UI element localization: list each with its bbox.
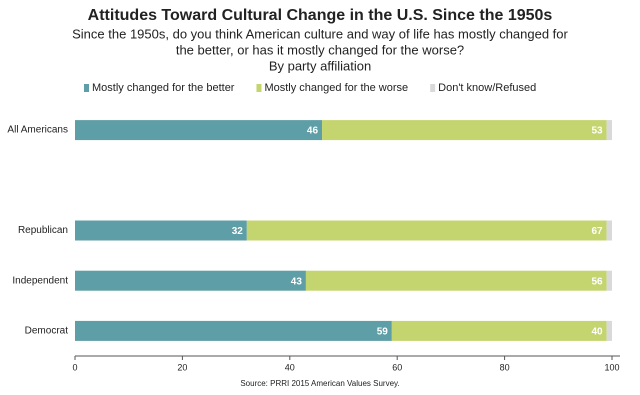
x-tick-label: 40 — [285, 362, 295, 372]
bar-segment — [606, 220, 612, 241]
x-tick-label: 20 — [177, 362, 187, 372]
x-tick-label: 100 — [604, 362, 619, 372]
bar-segment — [391, 320, 607, 341]
x-tick-label: 60 — [392, 362, 402, 372]
data-label: 59 — [377, 327, 389, 338]
bar-segment — [75, 270, 306, 291]
bar-segment — [606, 120, 612, 141]
data-label: 53 — [592, 126, 604, 137]
bar-segment — [606, 270, 612, 291]
bar-segment — [322, 120, 607, 141]
data-label: 32 — [232, 226, 244, 237]
data-label: 46 — [307, 126, 319, 137]
legend-label: Mostly changed for the better — [92, 82, 235, 94]
legend-swatch — [84, 84, 89, 92]
bar-segment — [246, 220, 607, 241]
chart-title: Attitudes Toward Cultural Change in the … — [88, 7, 553, 24]
bar-segment — [75, 220, 247, 241]
bar-segment — [606, 320, 612, 341]
data-label: 56 — [592, 276, 604, 287]
data-label: 40 — [592, 327, 604, 338]
data-label: 43 — [291, 276, 303, 287]
bar-segment — [75, 320, 392, 341]
subtitle: the better, or has it mostly changed for… — [176, 42, 464, 57]
source: Source: PRRI 2015 American Values Survey… — [240, 379, 399, 388]
subtitle: By party affiliation — [269, 58, 371, 73]
y-tick-label: Independent — [12, 275, 68, 286]
subtitle: Since the 1950s, do you think American c… — [72, 26, 568, 41]
y-tick-label: All Americans — [7, 125, 68, 136]
legend-label: Mostly changed for the worse — [264, 82, 408, 94]
bar-segment — [75, 120, 323, 141]
bar-segment — [305, 270, 607, 291]
legend-swatch — [430, 84, 436, 92]
y-tick-label: Republican — [18, 225, 68, 236]
data-label: 67 — [592, 226, 604, 237]
y-tick-label: Democrat — [25, 326, 69, 337]
legend-swatch — [256, 84, 262, 92]
x-tick-label: 80 — [500, 362, 510, 372]
x-tick-label: 0 — [72, 362, 77, 372]
legend-label: Don't know/Refused — [438, 82, 536, 94]
